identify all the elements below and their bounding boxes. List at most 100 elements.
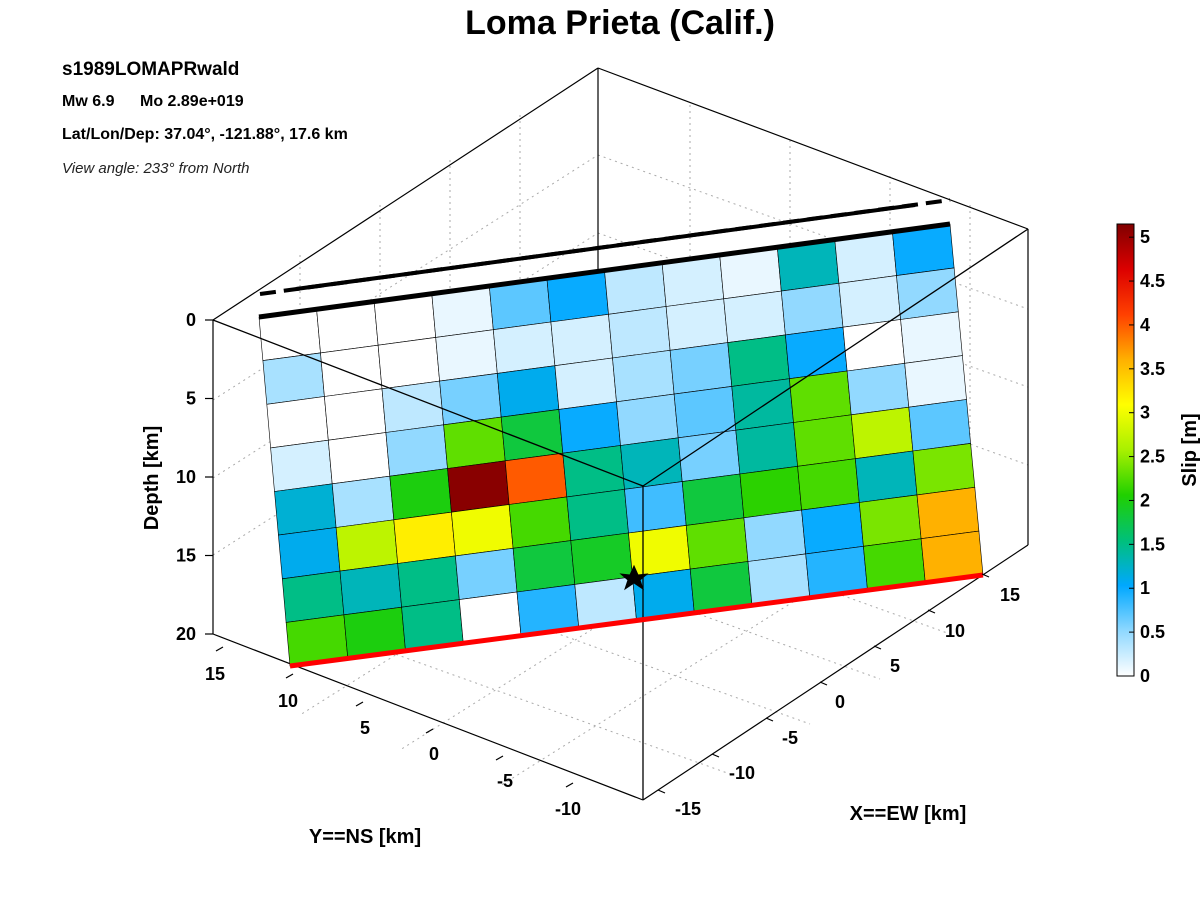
slip-cell	[789, 370, 852, 423]
slip-cell	[780, 282, 844, 336]
slip-cell	[793, 414, 856, 467]
slip-cell	[278, 527, 341, 580]
slip-cell	[681, 473, 745, 526]
colorbar-ticks: 0 0.5 1 1.5 2 2.5 3 3.5 4 4.5 5	[1129, 227, 1165, 686]
moment-label: Mo 2.89e+019	[140, 93, 244, 110]
x-tick-mark	[819, 681, 828, 686]
slip-cell	[912, 443, 976, 496]
slip-cell	[508, 496, 572, 549]
y-axis: 15 10 5 0 -5 -10	[205, 646, 581, 819]
slip-cell	[916, 486, 980, 540]
slip-cell	[801, 502, 864, 555]
y-tick-label: -5	[497, 771, 513, 791]
slip-cell	[562, 445, 625, 498]
x-tick-label: 10	[945, 621, 965, 641]
slip-cell	[274, 483, 337, 536]
slip-cell	[393, 511, 456, 564]
slip-cell	[455, 547, 518, 600]
slip-cell	[554, 357, 617, 410]
slip-cell	[270, 439, 333, 492]
fault-top-edge	[258, 221, 951, 320]
slip-cell	[550, 313, 613, 367]
slip-cell	[558, 401, 621, 454]
depth-tick-label: 5	[186, 389, 196, 409]
y-tick-label: 15	[205, 664, 225, 684]
slip-cell	[435, 329, 498, 382]
y-tick-mark	[285, 673, 294, 679]
slip-cell	[320, 344, 383, 397]
colorbar-tick-label: 1.5	[1140, 534, 1165, 554]
slip-cell	[846, 362, 910, 416]
surface-projection-solid	[295, 203, 916, 291]
slip-cell	[739, 465, 802, 519]
view-angle-label: View angle: 233° from North	[62, 160, 250, 177]
slip-cell	[339, 563, 402, 616]
x-tick-mark	[873, 645, 882, 650]
y-tick-label: 10	[278, 691, 298, 711]
x-tick-label: -10	[729, 763, 755, 783]
box-inner-edges	[212, 228, 1029, 800]
slip-cell	[504, 452, 568, 505]
colorbar-tick-label: 3.5	[1140, 359, 1165, 379]
slip-cell	[566, 488, 629, 541]
slip-cell	[797, 458, 860, 511]
slip-cell	[628, 525, 691, 578]
y-tick-mark	[215, 646, 224, 652]
slip-cell	[850, 406, 914, 460]
slip-cell	[616, 393, 679, 446]
slip-cell	[665, 298, 729, 351]
fault-surface-trace	[258, 198, 951, 320]
slip-cell	[842, 319, 906, 372]
slip-cell	[324, 388, 387, 441]
x-tick-label: 15	[1000, 585, 1020, 605]
y-tick-label: -10	[555, 799, 581, 819]
y-tick-mark	[565, 782, 574, 788]
slip-cell	[262, 352, 325, 405]
event-id-label: s1989LOMAPRwald	[62, 59, 239, 80]
slip-cell	[900, 311, 963, 364]
slip-cell	[685, 517, 749, 570]
slip-cells	[258, 223, 984, 667]
depth-tick-label: 0	[186, 310, 196, 330]
rupture-bottom-edge	[289, 572, 984, 669]
x-axis-label: X==EW [km]	[850, 803, 967, 825]
slip-cell	[335, 519, 399, 572]
y-axis-label: Y==NS [km]	[309, 826, 421, 848]
depth-axis-label: Depth [km]	[141, 426, 163, 530]
x-tick-mark	[981, 573, 990, 578]
slip-cell	[731, 378, 794, 431]
depth-tick-label: 15	[176, 546, 196, 566]
slip-cell	[496, 365, 560, 418]
colorbar-tick-label: 0.5	[1140, 622, 1165, 642]
slip-cell	[281, 570, 345, 623]
colorbar-tick-label: 5	[1140, 227, 1150, 247]
slip-cell	[908, 399, 971, 452]
colorbar-tick-label: 4	[1140, 315, 1150, 335]
magnitude-label: Mw 6.9	[62, 93, 115, 110]
colorbar	[1116, 223, 1135, 677]
slip-cell	[608, 306, 671, 359]
slip-cell	[397, 555, 460, 608]
slip-cell	[327, 432, 391, 485]
slip-cell	[624, 481, 687, 534]
slip-cell	[266, 396, 329, 449]
slip-cell	[512, 540, 576, 593]
chart-title: Loma Prieta (Calif.)	[465, 4, 775, 42]
slip-cell	[854, 450, 918, 503]
x-tick-mark	[927, 609, 936, 614]
x-tick-mark	[657, 789, 666, 794]
slip-cell	[451, 504, 514, 557]
slip-cell	[331, 475, 395, 528]
x-tick-label: 5	[890, 656, 900, 676]
y-tick-mark	[355, 701, 364, 707]
slip-cell	[904, 355, 967, 408]
colorbar-tick-label: 2	[1140, 490, 1150, 510]
x-tick-mark	[711, 753, 720, 758]
depth-tick-label: 10	[176, 467, 196, 487]
slip-cell	[612, 349, 675, 403]
slip-cell	[743, 509, 807, 562]
colorbar-tick-label: 4.5	[1140, 271, 1165, 291]
depth-axis: 0 5 10 15 20	[176, 310, 213, 644]
x-axis: -15 -10 -5 0 5 10 15	[657, 573, 1020, 819]
x-tick-label: -15	[675, 799, 701, 819]
